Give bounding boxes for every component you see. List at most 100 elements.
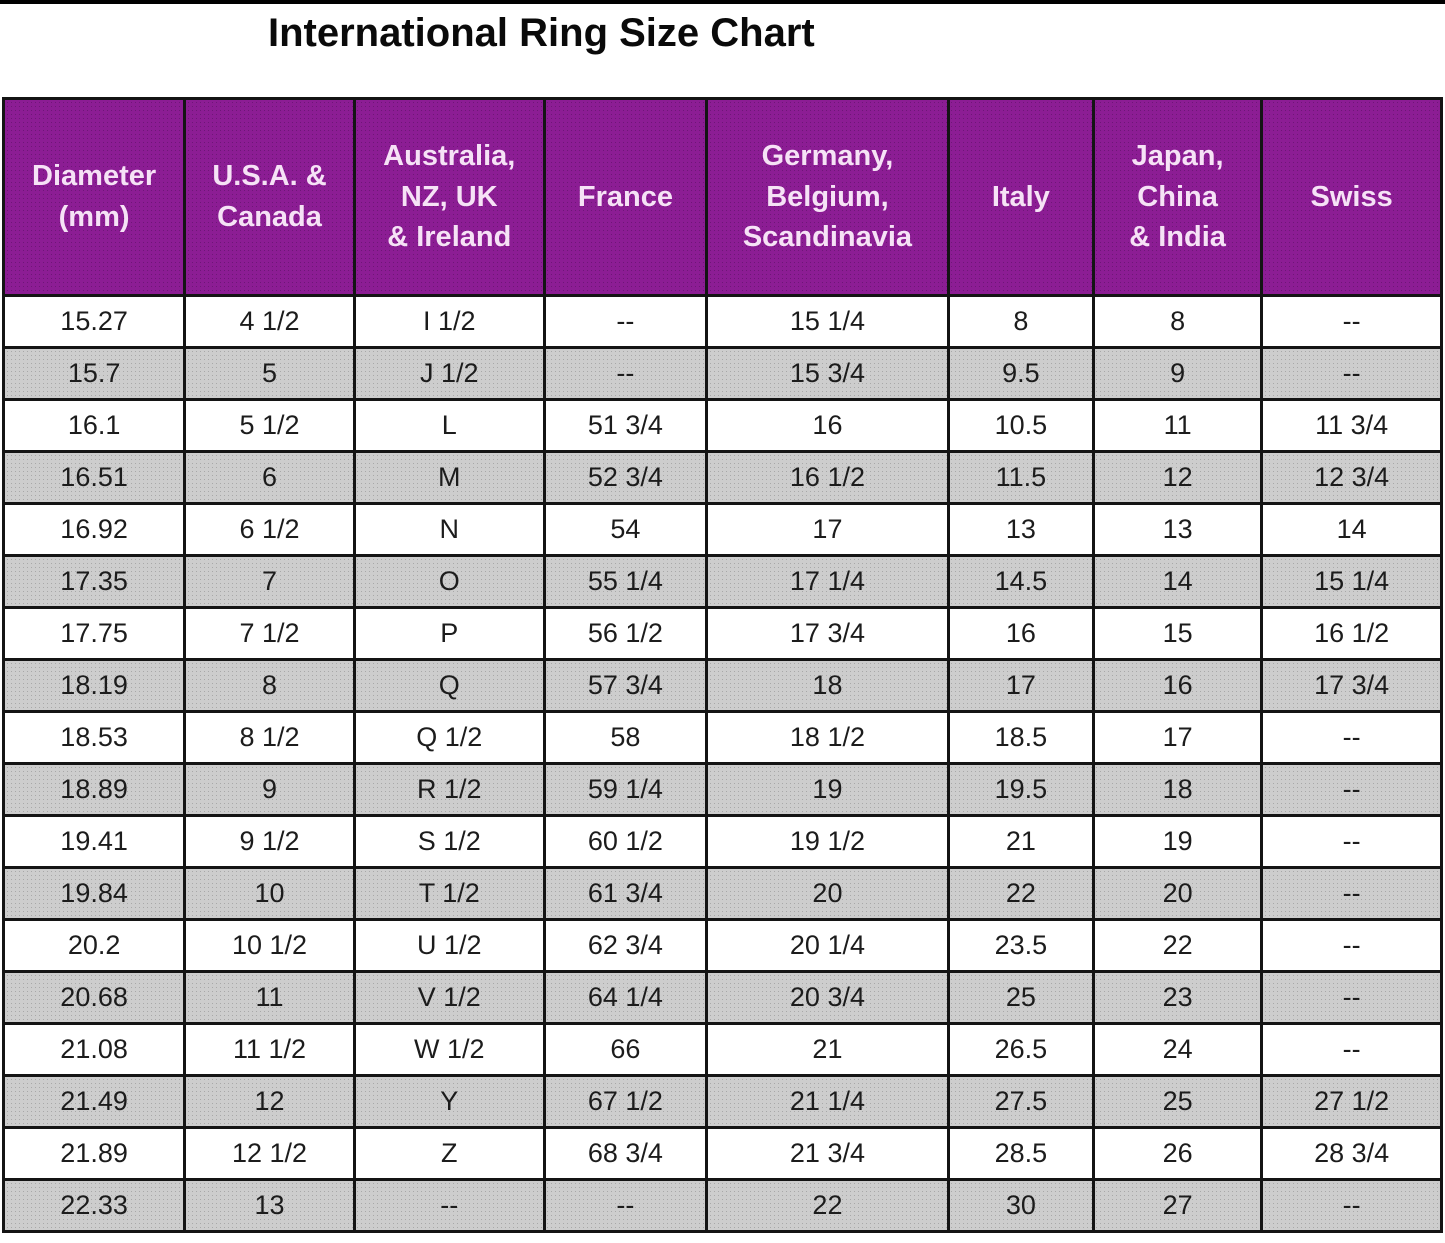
table-cell: 19.5 (946, 762, 1095, 817)
table-cell: Z (352, 1126, 546, 1181)
table-cell: -- (542, 346, 709, 401)
table-cell: 20.2 (1, 918, 187, 973)
table-cell: 52 3/4 (542, 450, 709, 505)
table-cell: 23.5 (946, 918, 1095, 973)
table-cell: 58 (542, 710, 709, 765)
table-cell: N (352, 502, 546, 557)
table-cell: 27 (1091, 1178, 1264, 1233)
table-cell: 12 (1091, 450, 1264, 505)
table-cell: 26.5 (946, 1022, 1095, 1077)
table-row: 21.08 11 1/2 W 1/2 66 21 26.5 24 -- (1, 1022, 1443, 1077)
table-cell: 17.75 (1, 606, 187, 661)
table-cell: 21 3/4 (705, 1126, 950, 1181)
table-cell: 22 (705, 1178, 950, 1233)
table-cell: 22 (1091, 918, 1264, 973)
table-cell: 10.5 (946, 398, 1095, 453)
table-cell: 51 3/4 (542, 398, 709, 453)
table-cell: 17 (1091, 710, 1264, 765)
table-cell: 16.51 (1, 450, 187, 505)
table-cell: 27 1/2 (1260, 1074, 1443, 1129)
table-cell: 16 1/2 (705, 450, 950, 505)
table-cell: 22.33 (1, 1178, 187, 1233)
table-cell: 5 1/2 (183, 398, 356, 453)
table-cell: 21 (946, 814, 1095, 869)
table-cell: -- (1260, 1178, 1443, 1233)
table-cell: P (352, 606, 546, 661)
table-row: 19.41 9 1/2 S 1/2 60 1/2 19 1/2 21 19 -- (1, 814, 1443, 869)
table-cell: 15 1/4 (705, 294, 950, 349)
table-cell: 4 1/2 (183, 294, 356, 349)
table-cell: 18 (705, 658, 950, 713)
table-cell: J 1/2 (352, 346, 546, 401)
table-cell: 18.5 (946, 710, 1095, 765)
table-cell: 67 1/2 (542, 1074, 709, 1129)
table-cell: 10 1/2 (183, 918, 356, 973)
table-cell: W 1/2 (352, 1022, 546, 1077)
table-cell: 61 3/4 (542, 866, 709, 921)
table-cell: 28 3/4 (1260, 1126, 1443, 1181)
table-row: 15.27 4 1/2 I 1/2 -- 15 1/4 8 8 -- (1, 294, 1443, 349)
table-cell: -- (1260, 710, 1443, 765)
table-cell: 14.5 (946, 554, 1095, 609)
table-cell: 17 3/4 (705, 606, 950, 661)
table-cell: U 1/2 (352, 918, 546, 973)
table-row: 22.33 13 -- -- 22 30 27 -- (1, 1178, 1443, 1233)
table-cell: -- (1260, 814, 1443, 869)
table-cell: 18.53 (1, 710, 187, 765)
table-cell: 17 (705, 502, 950, 557)
table-row: 19.84 10 T 1/2 61 3/4 20 22 20 -- (1, 866, 1443, 921)
table-cell: -- (542, 1178, 709, 1233)
table-cell: -- (1260, 866, 1443, 921)
table-cell: 56 1/2 (542, 606, 709, 661)
table-cell: V 1/2 (352, 970, 546, 1025)
table-cell: 7 1/2 (183, 606, 356, 661)
table-cell: 62 3/4 (542, 918, 709, 973)
table-cell: 16 1/2 (1260, 606, 1443, 661)
table-cell: 15.7 (1, 346, 187, 401)
table-cell: 12 3/4 (1260, 450, 1443, 505)
table-row: 17.75 7 1/2 P 56 1/2 17 3/4 16 15 16 1/2 (1, 606, 1443, 661)
table-body: 15.27 4 1/2 I 1/2 -- 15 1/4 8 8 -- 15.7 5 J 1/2 -- 1… (1, 294, 1443, 1233)
table-cell: 13 (1091, 502, 1264, 557)
table-cell: Y (352, 1074, 546, 1129)
table-cell: 11 (183, 970, 356, 1025)
table-cell: 30 (946, 1178, 1095, 1233)
table-row: 20.2 10 1/2 U 1/2 62 3/4 20 1/4 23.5 22 -- (1, 918, 1443, 973)
table-cell: 13 (946, 502, 1095, 557)
table-cell: 20 3/4 (705, 970, 950, 1025)
column-header: France (542, 97, 709, 297)
table-cell: -- (542, 294, 709, 349)
table-cell: 20 1/4 (705, 918, 950, 973)
table-cell: 16.1 (1, 398, 187, 453)
column-header: Swiss (1260, 97, 1443, 297)
table-cell: 17.35 (1, 554, 187, 609)
table-cell: 55 1/4 (542, 554, 709, 609)
table-cell: 11 3/4 (1260, 398, 1443, 453)
table-cell: 18 1/2 (705, 710, 950, 765)
table-cell: 8 (1091, 294, 1264, 349)
table-cell: 60 1/2 (542, 814, 709, 869)
table-row: 21.89 12 1/2 Z 68 3/4 21 3/4 28.5 26 28 3/4 (1, 1126, 1443, 1181)
table-cell: 8 (183, 658, 356, 713)
table-cell: 9 1/2 (183, 814, 356, 869)
table-row: 16.1 5 1/2 L 51 3/4 16 10.5 11 11 3/4 (1, 398, 1443, 453)
table-cell: 8 (946, 294, 1095, 349)
table-cell: 21 1/4 (705, 1074, 950, 1129)
column-header: Germany, Belgium, Scandinavia (705, 97, 950, 297)
table-cell: 15 (1091, 606, 1264, 661)
table-cell: 17 1/4 (705, 554, 950, 609)
table-row: 20.68 11 V 1/2 64 1/4 20 3/4 25 23 -- (1, 970, 1443, 1025)
table-cell: 5 (183, 346, 356, 401)
table-cell: 19 (1091, 814, 1264, 869)
table-cell: 11 (1091, 398, 1264, 453)
table-row: 21.49 12 Y 67 1/2 21 1/4 27.5 25 27 1/2 (1, 1074, 1443, 1129)
table-cell: 68 3/4 (542, 1126, 709, 1181)
table-cell: L (352, 398, 546, 453)
table-cell: -- (1260, 762, 1443, 817)
table-cell: 6 (183, 450, 356, 505)
table-cell: 20 (1091, 866, 1264, 921)
table-row: 15.7 5 J 1/2 -- 15 3/4 9.5 9 -- (1, 346, 1443, 401)
column-header: Diameter (mm) (1, 97, 187, 297)
table-row: 18.53 8 1/2 Q 1/2 58 18 1/2 18.5 17 -- (1, 710, 1443, 765)
